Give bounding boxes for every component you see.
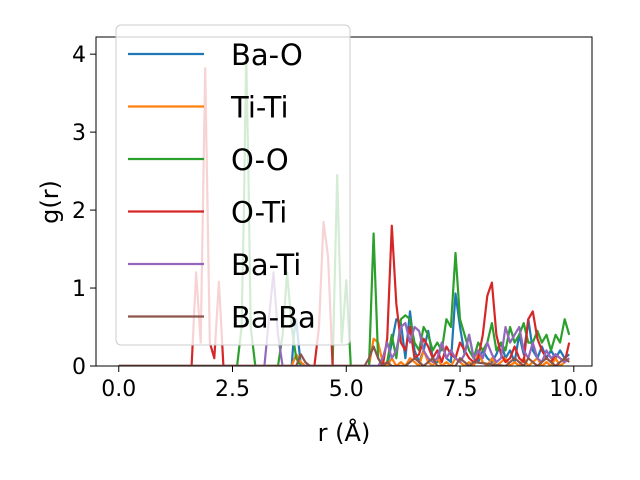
axis-ticks: 0.0 2.5 5.0 7.5 10.0 0 1 2 3 4 bbox=[72, 43, 598, 402]
y-axis-label: g(r) bbox=[36, 180, 64, 224]
y-tick-label: 4 bbox=[72, 43, 86, 68]
y-tick-label: 0 bbox=[72, 355, 86, 380]
x-axis-label: r (Å) bbox=[318, 418, 371, 447]
series-line-ba-o bbox=[118, 292, 570, 366]
y-tick-label: 2 bbox=[72, 199, 86, 224]
series-line-ba-ba bbox=[118, 345, 570, 366]
legend-label: Ti-Ti bbox=[230, 91, 289, 125]
legend: Ba-O Ti-Ti O-O O-Ti Ba-Ti Ba-Ba bbox=[115, 24, 351, 346]
legend-box bbox=[115, 24, 351, 346]
legend-label: O-Ti bbox=[231, 196, 287, 230]
x-tick-label: 0.0 bbox=[101, 377, 136, 402]
legend-label: Ba-Ba bbox=[231, 301, 316, 335]
y-tick-label: 3 bbox=[72, 121, 86, 146]
x-tick-label: 5.0 bbox=[329, 377, 364, 402]
legend-label: Ba-O bbox=[231, 38, 303, 72]
series-line-o-ti bbox=[118, 67, 571, 366]
x-tick-label: 2.5 bbox=[215, 377, 250, 402]
legend-label: Ba-Ti bbox=[231, 248, 301, 282]
series-line-ba-ti bbox=[118, 271, 570, 366]
legend-label: O-O bbox=[231, 143, 289, 177]
x-tick-label: 7.5 bbox=[443, 377, 478, 402]
x-tick-label: 10.0 bbox=[549, 377, 598, 402]
y-tick-label: 1 bbox=[72, 277, 86, 302]
